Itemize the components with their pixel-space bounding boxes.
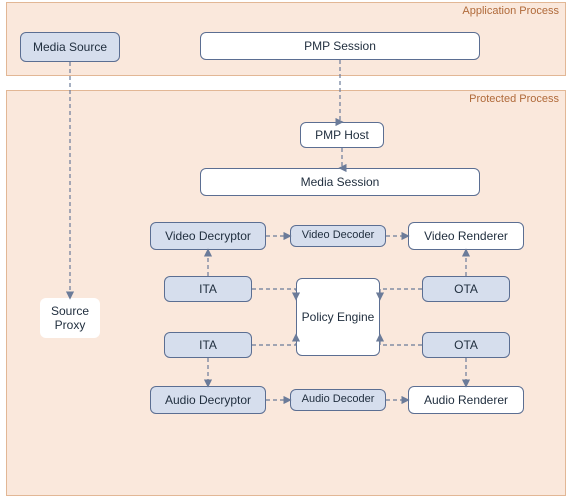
node-label-source-proxy: Source Proxy: [44, 304, 96, 333]
node-label-audio-decryptor: Audio Decryptor: [165, 393, 251, 407]
node-label-policy-engine: Policy Engine: [302, 310, 375, 324]
node-label-ota-1: OTA: [454, 282, 478, 296]
node-pmp-host: PMP Host: [300, 122, 384, 148]
region-label-prot-proc: Protected Process: [469, 93, 559, 105]
node-label-pmp-host: PMP Host: [315, 128, 369, 142]
region-label-app-proc: Application Process: [462, 5, 559, 17]
node-label-audio-decoder: Audio Decoder: [302, 393, 375, 406]
node-label-video-decoder: Video Decoder: [302, 229, 375, 242]
node-video-decoder: Video Decoder: [290, 225, 386, 247]
node-ota-2: OTA: [422, 332, 510, 358]
node-source-proxy: Source Proxy: [40, 298, 100, 338]
node-label-video-renderer: Video Renderer: [424, 229, 508, 243]
node-label-video-decryptor: Video Decryptor: [165, 229, 251, 243]
node-label-ita-1: ITA: [199, 282, 217, 296]
node-audio-renderer: Audio Renderer: [408, 386, 524, 414]
node-video-renderer: Video Renderer: [408, 222, 524, 250]
node-video-decryptor: Video Decryptor: [150, 222, 266, 250]
node-audio-decryptor: Audio Decryptor: [150, 386, 266, 414]
node-ota-1: OTA: [422, 276, 510, 302]
node-label-ita-2: ITA: [199, 338, 217, 352]
node-label-audio-renderer: Audio Renderer: [424, 393, 508, 407]
node-label-media-source: Media Source: [33, 40, 107, 54]
node-ita-2: ITA: [164, 332, 252, 358]
node-ita-1: ITA: [164, 276, 252, 302]
node-label-media-session: Media Session: [301, 175, 380, 189]
node-pmp-session: PMP Session: [200, 32, 480, 60]
node-media-session: Media Session: [200, 168, 480, 196]
node-media-source: Media Source: [20, 32, 120, 62]
node-policy-engine: Policy Engine: [296, 278, 380, 356]
node-label-ota-2: OTA: [454, 338, 478, 352]
node-label-pmp-session: PMP Session: [304, 39, 376, 53]
node-audio-decoder: Audio Decoder: [290, 389, 386, 411]
